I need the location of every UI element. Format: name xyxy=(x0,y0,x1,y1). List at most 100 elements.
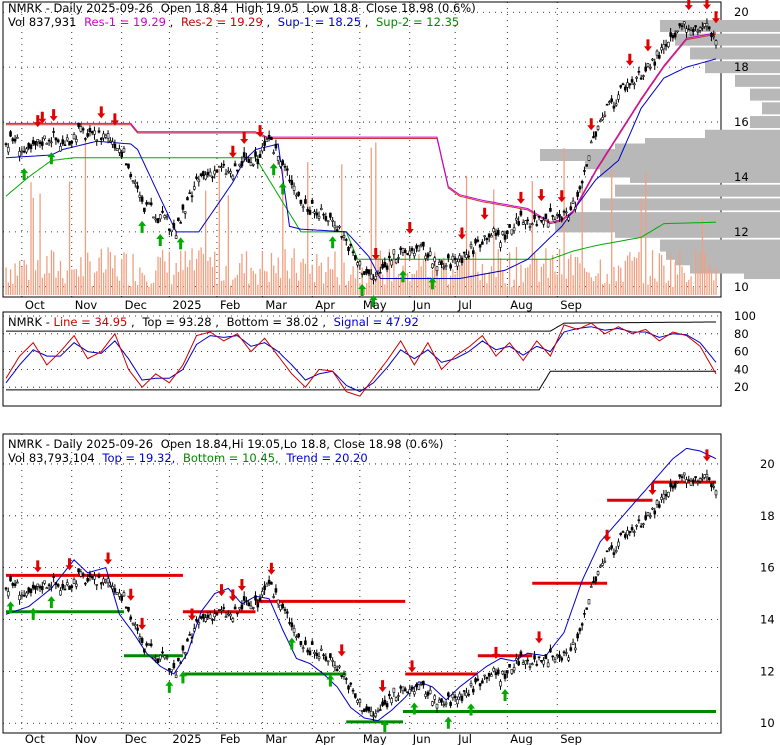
trend-top: Top = 19.32, xyxy=(101,451,175,465)
volume-bar xyxy=(41,277,43,295)
candle-body xyxy=(399,247,402,251)
candle-body xyxy=(70,585,74,589)
sell-arrow xyxy=(378,680,387,693)
volume-bar xyxy=(642,283,645,295)
sell-arrow xyxy=(97,106,106,119)
candle-body xyxy=(47,139,51,142)
volume-profile-bar xyxy=(690,47,780,60)
buy-arrow xyxy=(326,674,335,687)
volume-bar xyxy=(30,182,32,295)
volume-bar xyxy=(98,257,100,295)
volume-bar xyxy=(225,265,227,295)
candle-body xyxy=(247,158,251,163)
candle-body xyxy=(639,525,643,528)
volume-bar xyxy=(150,283,152,295)
volume-profile xyxy=(540,19,780,280)
volume-bar xyxy=(676,274,679,295)
candle-body xyxy=(701,477,704,480)
candle-body xyxy=(562,210,566,213)
candle-body xyxy=(109,585,112,587)
candle-body xyxy=(442,266,446,269)
candle-body xyxy=(338,225,341,228)
candle-body xyxy=(390,260,393,266)
candle-body xyxy=(358,261,362,266)
candle-body xyxy=(456,261,459,267)
volume-bar xyxy=(443,257,445,295)
sell-arrow xyxy=(49,109,58,122)
candle-body xyxy=(56,139,60,143)
volume-bar xyxy=(155,270,157,295)
candle-body xyxy=(152,656,155,659)
candle-body xyxy=(344,678,348,680)
volume-bar xyxy=(77,276,80,295)
buy-arrow xyxy=(156,234,165,247)
candle-body xyxy=(331,219,334,222)
candle-body xyxy=(97,130,101,133)
sell-arrow xyxy=(104,552,113,565)
candle-body xyxy=(564,211,568,214)
candle-body xyxy=(199,173,203,177)
candle-body xyxy=(435,266,439,272)
candle-body xyxy=(47,584,51,587)
candle-body xyxy=(417,684,421,690)
candle-body xyxy=(628,531,632,533)
candle-body xyxy=(93,575,96,580)
buy-arrow xyxy=(6,601,15,614)
candle-body xyxy=(564,652,568,654)
candle-body xyxy=(508,664,511,668)
candle-body xyxy=(673,483,677,488)
candle-body xyxy=(199,616,203,619)
volume-bar xyxy=(479,280,481,295)
trend-tick-label: 14 xyxy=(760,613,775,627)
price-lines xyxy=(5,32,717,279)
candle-body xyxy=(213,613,216,618)
candle-body xyxy=(521,662,525,665)
candle-body xyxy=(648,515,652,518)
volume-bar xyxy=(486,283,488,295)
volume-bar xyxy=(118,280,121,295)
candle-body xyxy=(333,225,337,229)
candle-body xyxy=(70,140,74,144)
candle-body xyxy=(571,200,575,204)
candle-body xyxy=(254,151,257,157)
candle-body xyxy=(229,171,232,174)
candle-body xyxy=(338,665,341,668)
candle-body xyxy=(31,140,35,145)
candle-body xyxy=(240,604,244,610)
volume-bar xyxy=(577,257,579,295)
volume-bar xyxy=(624,260,626,295)
candle-body xyxy=(285,611,289,614)
volume-bar xyxy=(82,276,84,295)
candle-body xyxy=(115,148,119,151)
candle-body xyxy=(4,143,8,146)
candle-body xyxy=(415,683,418,688)
candle-body xyxy=(202,613,205,619)
sell-arrow xyxy=(603,529,612,542)
volume-bar xyxy=(601,284,604,295)
volume-bar xyxy=(116,276,118,295)
candle-body xyxy=(617,541,620,547)
candle-body xyxy=(227,170,230,173)
candle-body xyxy=(510,229,514,235)
candle-body xyxy=(43,135,46,140)
candle-body xyxy=(97,575,101,578)
candle-body xyxy=(61,139,65,145)
buy-arrow xyxy=(410,702,419,715)
candle-body xyxy=(648,67,652,69)
volume-bar xyxy=(626,255,629,295)
candle-body xyxy=(79,126,83,132)
candle-body xyxy=(40,586,44,591)
candle-body xyxy=(208,171,212,177)
volume-bar xyxy=(193,270,195,295)
candle-body xyxy=(158,654,162,660)
volume-bar xyxy=(654,278,656,295)
volume-bar xyxy=(91,286,93,295)
candle-body xyxy=(503,673,507,679)
osc-tick-label: 60 xyxy=(734,345,749,359)
candle-body xyxy=(587,599,591,605)
volume-bar xyxy=(105,269,107,295)
volume-bar xyxy=(436,267,438,295)
candle-body xyxy=(537,215,541,218)
candle-body xyxy=(471,688,475,693)
candle-body xyxy=(306,208,309,212)
